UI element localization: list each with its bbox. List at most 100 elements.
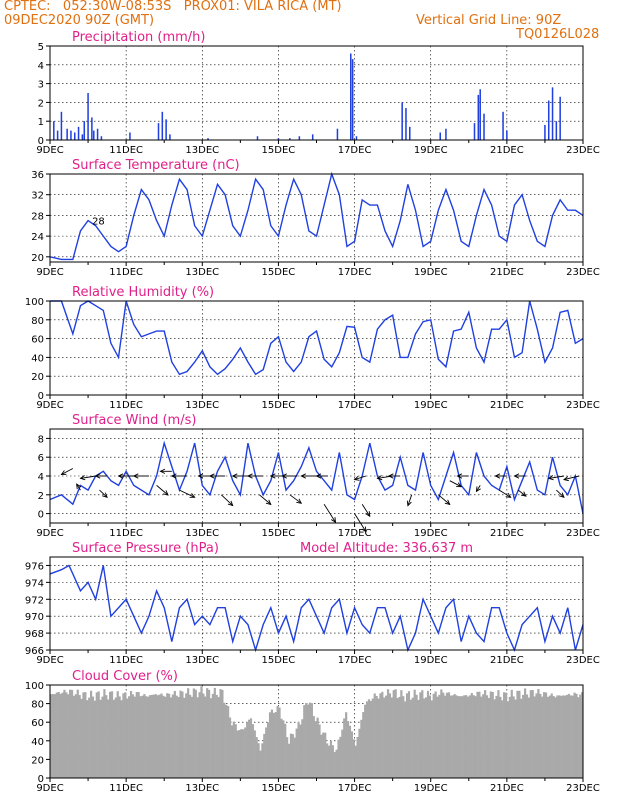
cloud-bar [364,704,367,778]
wind-arrow [556,489,565,498]
header-code: TQ0126L028 [516,27,600,42]
cloud-bar [310,703,313,778]
precip-bar [355,136,358,140]
x-tick-label: 23DEC [566,528,600,539]
cloud-bar [470,692,473,778]
cloud-bar [404,701,407,778]
precip-bar [551,87,554,140]
wind-arrow [499,489,511,498]
cloud-bar [539,693,542,778]
cloud-bar [375,695,378,778]
cloud-bar [247,719,251,778]
cloud-bar [236,730,239,778]
precip-bar [207,138,209,140]
y-tick-label: 60 [31,335,44,346]
cloud-bar [348,725,352,778]
pressure-annotation: Model Altitude: 336.637 m [300,541,473,556]
y-tick-label: 5 [38,42,44,53]
cloud-bar [407,691,411,778]
cloud-bar [97,691,100,778]
cloud-bar [255,737,258,778]
cloud-bar [164,696,167,778]
wind-arrowhead [227,500,234,507]
cloud-bar [57,691,60,778]
pressure-line [49,564,584,653]
cloud-bar [120,700,123,778]
cloud-panel: 0 20 40 60 80 100 9DEC 11DEC 13DEC 15DEC 17DEC 19DE… [25,669,600,794]
cloud-bar [360,719,363,778]
wind-arrowhead [505,492,512,498]
precip-bar [77,126,80,140]
cloud-bar [430,700,433,778]
y-tick-label: 2 [38,491,44,502]
cloud-bar [143,694,146,778]
wind-arrowhead [269,473,276,479]
cloud-bar [171,694,175,778]
cloud-bar [510,689,513,778]
cloud-bar [388,693,392,778]
x-tick-label: 15DEC [262,400,296,411]
panel-frame [49,300,584,396]
cloud-bar [118,696,121,778]
cloud-bar [109,691,112,778]
y-tick-label: 966 [25,646,44,657]
cloud-bar [402,696,405,778]
cloud-bar [546,696,550,778]
wind-arrow [156,485,169,496]
cloud-bar [531,689,534,778]
cloud-bar [211,693,215,778]
precip-bar [87,93,89,140]
wind-arrowhead [456,482,463,488]
cloud-bar [411,697,414,778]
precip-bar [81,134,84,140]
x-tick-label: 9DEC [36,655,63,666]
x-tick-label: 13DEC [185,145,219,156]
y-tick-label: 976 [25,561,44,572]
y-tick-label: 8 [38,434,44,445]
cloud-bar [377,698,380,778]
cloud-bar [306,704,310,778]
wind-arrow [76,483,81,491]
cloud-bar [280,718,283,778]
pressure-panel: 966 968 970 972 974 976 9DEC 11DEC 13DEC 15DEC 17D… [25,541,600,666]
cloud-bar [107,699,110,778]
cloud-bar [383,697,386,778]
wind-arrowhead [281,473,287,479]
precip-bar [96,128,99,140]
cloud-bar [291,734,294,778]
cloud-bar [514,699,517,778]
y-tick-label: 3 [38,80,44,91]
x-tick-label: 11DEC [109,528,143,539]
precip-bar [506,130,508,140]
cloud-bar [390,697,393,778]
precip-bar [70,130,72,140]
cloud-bar [316,717,319,778]
cloud-bar [464,695,468,778]
x-tick-label: 11DEC [109,655,143,666]
cloud-bar [242,729,245,778]
cloud-bar [573,692,576,778]
cloud-bar [369,700,373,778]
cloud-bar [495,695,498,778]
cloud-bar [232,721,235,778]
cloud-bar [543,692,546,778]
cloud-bar [350,731,353,778]
cloud-bar [459,696,462,778]
cloud-bar [95,692,98,778]
cloud-bar [331,745,334,778]
cloud-bar [451,695,454,778]
x-tick-label: 15DEC [262,267,296,278]
cloud-bar [249,718,253,778]
wind-arrowhead [94,473,101,479]
precip-bar [289,138,291,140]
y-tick-label: 0 [38,510,44,521]
cloud-bar [185,693,188,778]
x-tick-label: 17DEC [338,400,372,411]
cloud-bar [148,695,152,778]
wind-arrow [99,489,108,498]
cloud-bar [322,732,325,778]
wind-arrow [323,503,336,523]
cloud-bar [227,706,230,778]
wind-arrowhead [444,499,451,506]
cloud-bar [156,695,159,778]
